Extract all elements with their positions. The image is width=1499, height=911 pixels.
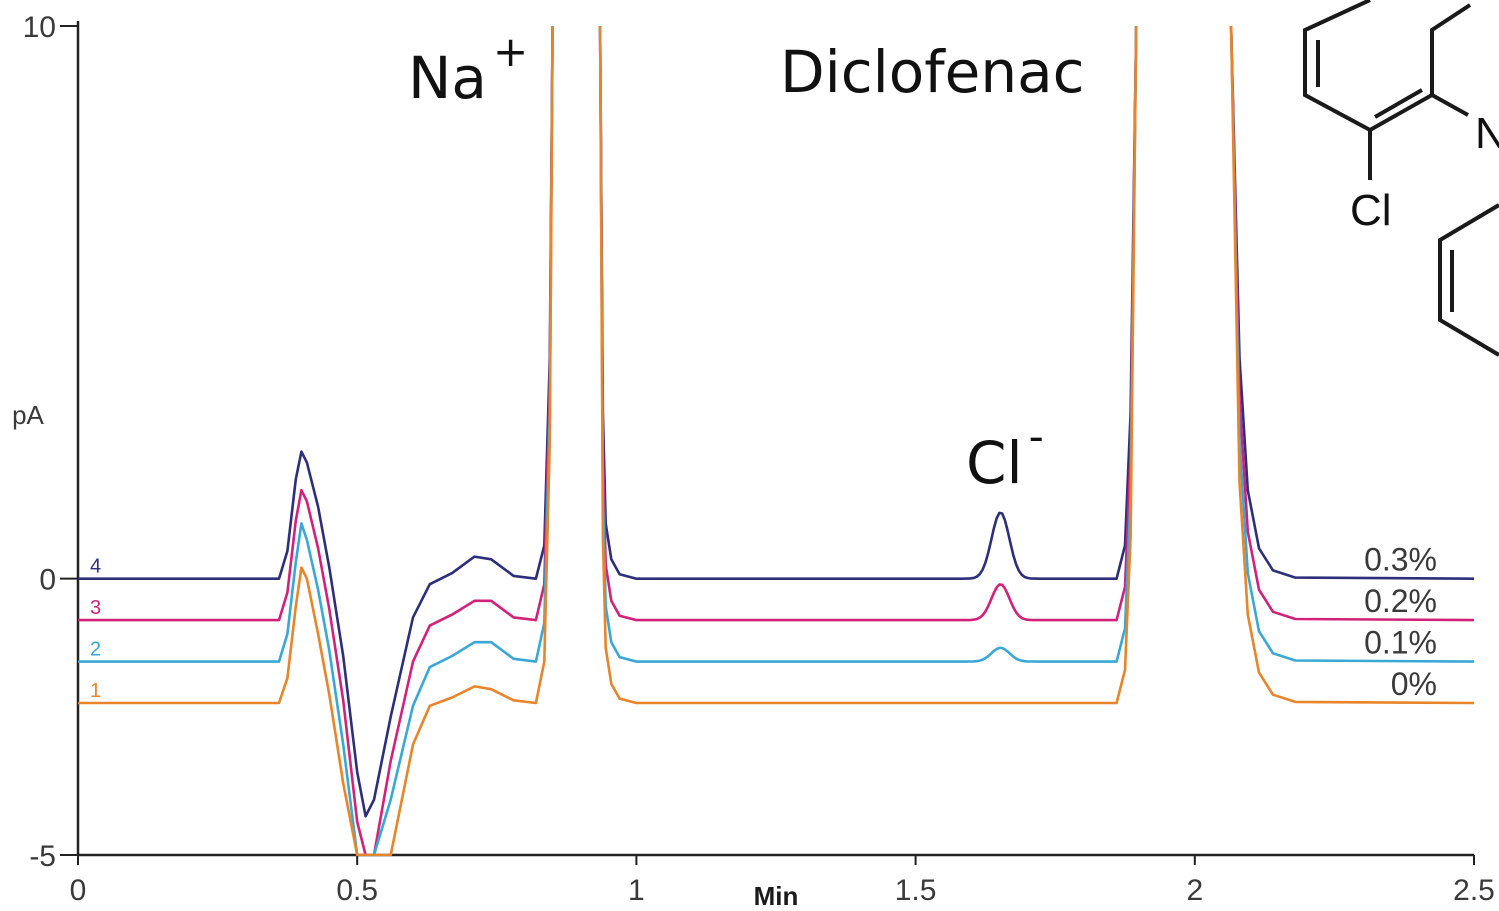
series-percent-label-4: 0.3% <box>1364 542 1437 578</box>
series-line-2 <box>78 25 1475 856</box>
molecule-bonds <box>1303 0 1499 357</box>
series-line-1 <box>78 25 1475 856</box>
y-tick-label: 0 <box>39 564 56 597</box>
x-tick-label: 1.5 <box>895 874 937 907</box>
molecule-cl-label: Cl <box>1350 186 1392 235</box>
diclofenac-structure-fragment: Cl N <box>1303 0 1499 357</box>
peak-label-na: Na <box>408 44 487 112</box>
peak-label-sup-cl: - <box>1029 412 1044 461</box>
series-number-4: 4 <box>90 556 101 578</box>
series-line-4 <box>78 25 1475 818</box>
series-percent-label-2: 0.1% <box>1364 625 1437 661</box>
x-tick-label: 2 <box>1186 874 1203 907</box>
peak-label-diclofenac: Diclofenac <box>780 38 1085 106</box>
y-axis-title: pA <box>12 400 44 430</box>
series-number-1: 1 <box>90 680 101 702</box>
series-percent-label-1: 0% <box>1391 666 1437 702</box>
y-tick-label: -5 <box>29 840 56 873</box>
series-number-3: 3 <box>90 597 101 619</box>
series-line-3 <box>78 25 1475 856</box>
x-axis-title: Min <box>754 881 799 911</box>
series-number-2: 2 <box>90 639 101 661</box>
x-tick-label: 1 <box>628 874 645 907</box>
axes-group: 0 0.5 1 1.5 2 2.5 10 0 -5 pA Min <box>12 11 1495 911</box>
x-tick-label: 0 <box>70 874 87 907</box>
x-tick-label: 0.5 <box>336 874 378 907</box>
peak-label-sup-na: + <box>493 27 528 76</box>
series-percent-label-3: 0.2% <box>1364 583 1437 619</box>
y-tick-label: 10 <box>23 11 56 44</box>
series-group <box>78 25 1475 856</box>
x-tick-label: 2.5 <box>1453 874 1495 907</box>
peak-label-cl: Cl <box>966 429 1023 497</box>
molecule-n-label: N <box>1475 109 1499 158</box>
